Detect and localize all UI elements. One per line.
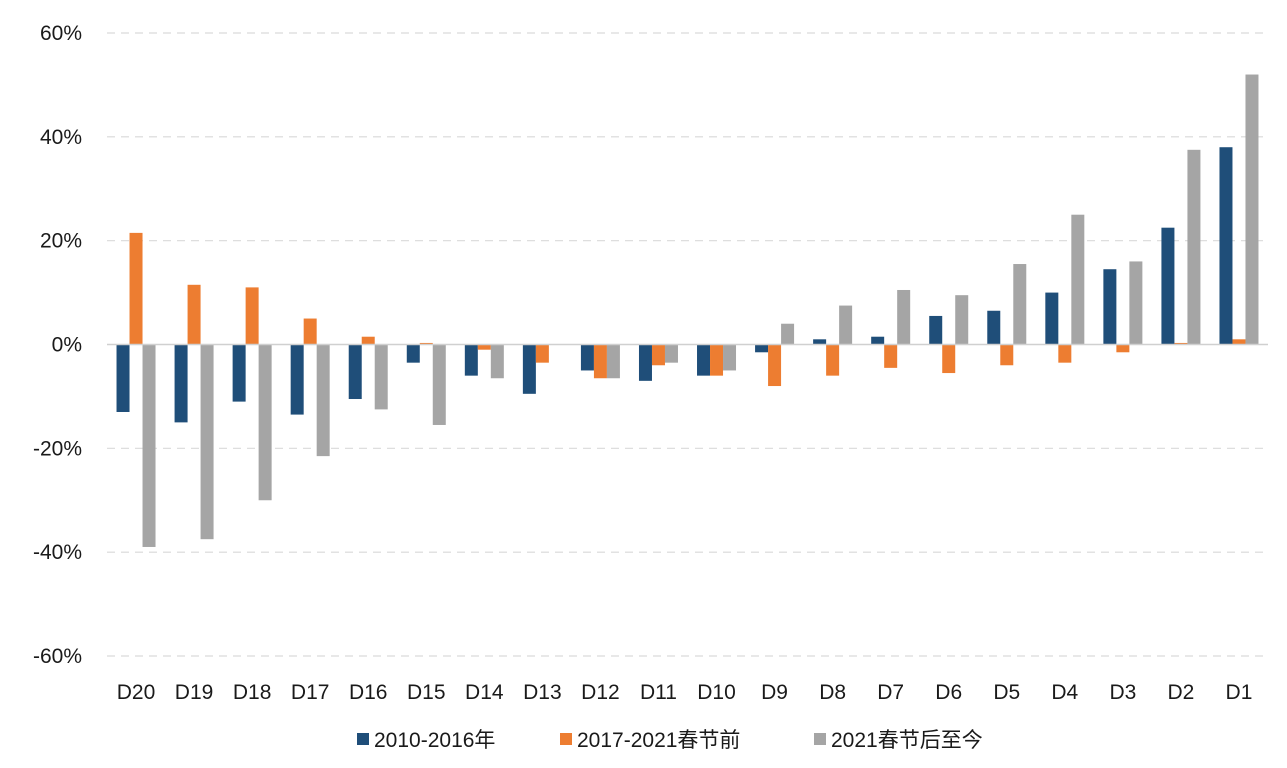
bar-D18-series-2 — [245, 287, 259, 345]
legend-label: 2017-2021春节前 — [577, 729, 740, 752]
bars — [116, 74, 1259, 547]
x-category-label: D18 — [233, 681, 272, 704]
bar-D19-series-1 — [174, 344, 188, 423]
bar-D6-series-2 — [942, 344, 956, 374]
x-category-label: D14 — [465, 681, 504, 704]
y-tick-label: 0% — [52, 334, 82, 357]
legend: 2010-2016年 2017-2021春节前 2021春节后至今 — [357, 729, 983, 752]
bar-D8-series-2 — [826, 344, 840, 376]
bar-D7-series-2 — [884, 344, 898, 368]
x-category-label: D15 — [407, 681, 446, 704]
bar-D18-series-3 — [258, 344, 272, 501]
x-category-label: D2 — [1167, 681, 1194, 704]
bar-D13-series-2 — [535, 344, 549, 363]
bar-D5-series-2 — [1000, 344, 1014, 366]
bar-D14-series-1 — [464, 344, 478, 376]
bar-D20-series-2 — [129, 232, 143, 345]
bar-D1-series-3 — [1245, 74, 1259, 345]
legend-swatch — [560, 733, 572, 745]
y-tick-label: 40% — [40, 126, 82, 149]
legend-label: 2021春节后至今 — [831, 729, 983, 752]
bar-D17-series-3 — [316, 344, 330, 457]
bar-D11-series-2 — [651, 344, 665, 366]
bar-D3-series-2 — [1116, 344, 1130, 353]
bar-D18-series-1 — [232, 344, 246, 402]
bar-D12-series-3 — [606, 344, 620, 379]
bar-D14-series-3 — [490, 344, 504, 379]
bar-D4-series-2 — [1058, 344, 1072, 363]
y-tick-label: -40% — [33, 541, 82, 564]
bar-D16-series-2 — [361, 336, 375, 345]
bar-D1-series-2 — [1232, 339, 1246, 345]
x-category-label: D11 — [640, 681, 677, 704]
bar-D12-series-1 — [580, 344, 594, 371]
bar-D16-series-3 — [374, 344, 388, 410]
bar-D14-series-2 — [477, 344, 491, 350]
bar-D3-series-1 — [1103, 269, 1117, 345]
legend-swatch — [814, 733, 826, 745]
x-category-label: D5 — [993, 681, 1020, 704]
bar-D7-series-1 — [871, 336, 885, 345]
x-category-label: D12 — [581, 681, 620, 704]
x-category-label: D10 — [697, 681, 736, 704]
bar-D10-series-3 — [723, 344, 737, 371]
bar-D17-series-2 — [303, 318, 317, 345]
y-tick-label: -60% — [33, 645, 82, 668]
bar-D11-series-1 — [638, 344, 652, 381]
bar-D2-series-3 — [1187, 149, 1201, 345]
x-category-label: D6 — [935, 681, 962, 704]
y-tick-label: 60% — [40, 22, 82, 45]
bar-D10-series-2 — [710, 344, 724, 376]
bar-D20-series-3 — [142, 344, 156, 547]
x-category-label: D19 — [175, 681, 214, 704]
bar-D5-series-3 — [1013, 264, 1027, 345]
x-category-label: D7 — [877, 681, 904, 704]
bar-D5-series-1 — [987, 310, 1001, 345]
bar-D19-series-2 — [187, 284, 201, 345]
x-category-label: D8 — [819, 681, 846, 704]
bar-D15-series-1 — [406, 344, 420, 363]
x-category-label: D20 — [117, 681, 156, 704]
x-category-label: D4 — [1051, 681, 1078, 704]
bar-D3-series-3 — [1129, 261, 1143, 345]
x-category-label: D13 — [523, 681, 562, 704]
x-category-label: D17 — [291, 681, 330, 704]
bar-D7-series-3 — [897, 289, 911, 345]
bar-D19-series-3 — [200, 344, 214, 540]
bar-D15-series-3 — [432, 344, 446, 425]
bar-D4-series-3 — [1071, 214, 1085, 345]
legend-label: 2010-2016年 — [374, 729, 495, 752]
bar-D4-series-1 — [1045, 292, 1059, 345]
y-tick-label: 20% — [40, 230, 82, 253]
bar-D15-series-2 — [419, 342, 433, 345]
bar-D9-series-3 — [781, 323, 795, 345]
bar-D16-series-1 — [348, 344, 362, 400]
bar-D2-series-1 — [1161, 227, 1175, 345]
bar-D10-series-1 — [697, 344, 711, 376]
x-category-label: D16 — [349, 681, 388, 704]
bar-D20-series-1 — [116, 344, 130, 412]
x-category-label: D1 — [1226, 681, 1253, 704]
x-axis-category-labels: D20 D19 D18 D17 D16 D15 D14 D13 D12 D11 D10 D9 D8 D7 D… — [117, 681, 1253, 704]
bar-D2-series-2 — [1174, 342, 1188, 345]
legend-swatch — [357, 733, 369, 745]
x-category-label: D9 — [761, 681, 788, 704]
bar-D17-series-1 — [290, 344, 304, 415]
bar-D8-series-3 — [839, 305, 853, 345]
bar-D1-series-1 — [1219, 147, 1233, 345]
bar-D9-series-1 — [755, 344, 769, 353]
bar-D11-series-3 — [664, 344, 678, 363]
x-category-label: D3 — [1109, 681, 1136, 704]
bar-D9-series-2 — [768, 344, 782, 387]
y-tick-label: -20% — [33, 437, 82, 460]
bar-D6-series-3 — [955, 295, 969, 345]
y-axis-tick-labels: 60% 40% 20% 0% -20% -40% -60% — [33, 22, 82, 668]
bar-D6-series-1 — [929, 315, 943, 345]
bar-D13-series-1 — [522, 344, 536, 394]
bar-D8-series-1 — [813, 339, 827, 345]
bar-D12-series-2 — [593, 344, 607, 379]
